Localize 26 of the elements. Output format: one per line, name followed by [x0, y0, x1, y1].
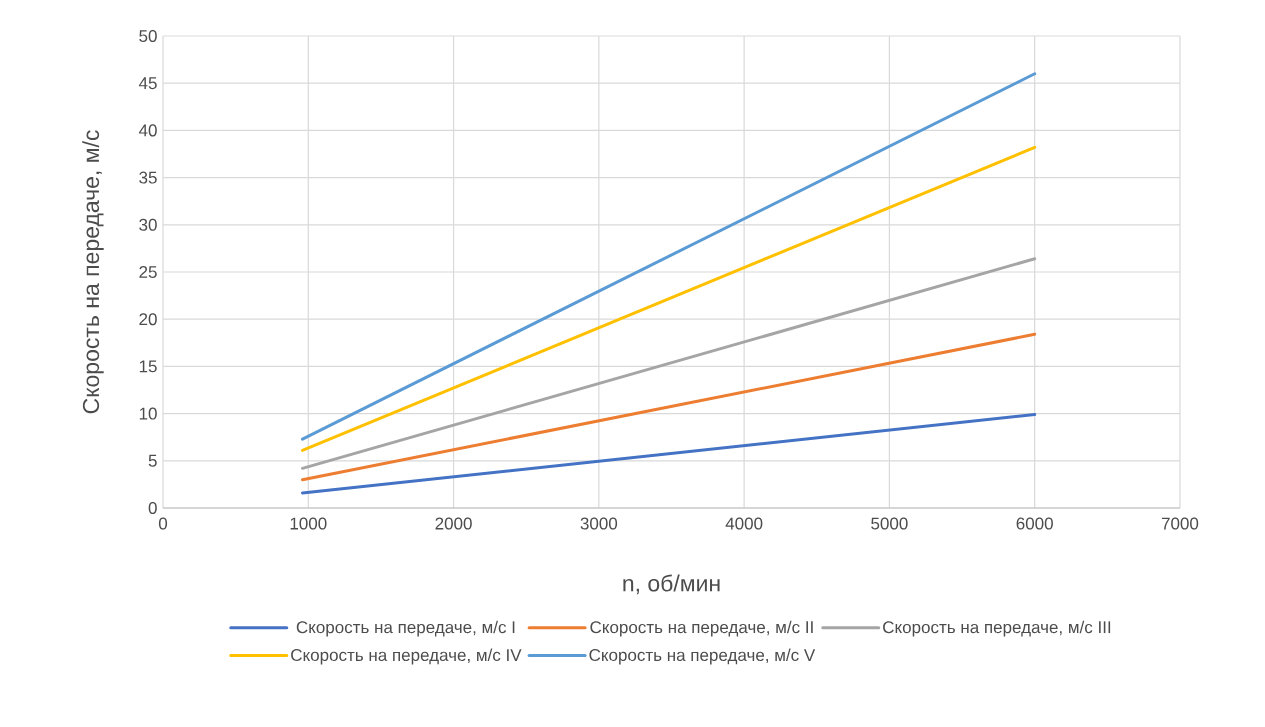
legend-label: Скорость на передаче, м/с V	[589, 648, 816, 665]
y-tick-label: 30	[139, 218, 157, 231]
legend-label: Скорость на передаче, м/с II	[590, 620, 813, 637]
x-tick-label: 0	[158, 517, 168, 530]
y-tick-label: 40	[138, 124, 157, 137]
legend-label: Скорость на передаче, м/с IV	[291, 648, 522, 665]
y-tick-label: 0	[148, 501, 157, 515]
legend-label: Скорость на передаче, м/с III	[883, 620, 1111, 637]
x-axis-title: n, об/мин	[623, 574, 720, 595]
x-tick-label: 7000	[1161, 517, 1199, 530]
y-tick-label: 20	[139, 313, 157, 326]
y-tick-label: 10	[139, 407, 157, 420]
y-tick-label: 50	[139, 29, 157, 43]
y-axis-title: Скорость на передаче, м/с	[82, 130, 104, 414]
y-tick-label: 25	[139, 265, 157, 279]
x-tick-label: 2000	[435, 517, 472, 530]
y-tick-label: 35	[139, 171, 157, 184]
x-tick-label: 1000	[290, 517, 327, 530]
x-tick-label: 3000	[580, 517, 618, 530]
y-tick-label: 45	[138, 77, 157, 90]
y-tick-label: 15	[139, 360, 157, 373]
x-tick-label: 6000	[1016, 517, 1053, 530]
y-tick-label: 5	[148, 454, 157, 467]
x-tick-label: 5000	[871, 517, 908, 530]
x-tick-label: 4000	[725, 517, 763, 530]
legend-label: Скорость на передаче, м/с I	[296, 620, 515, 637]
